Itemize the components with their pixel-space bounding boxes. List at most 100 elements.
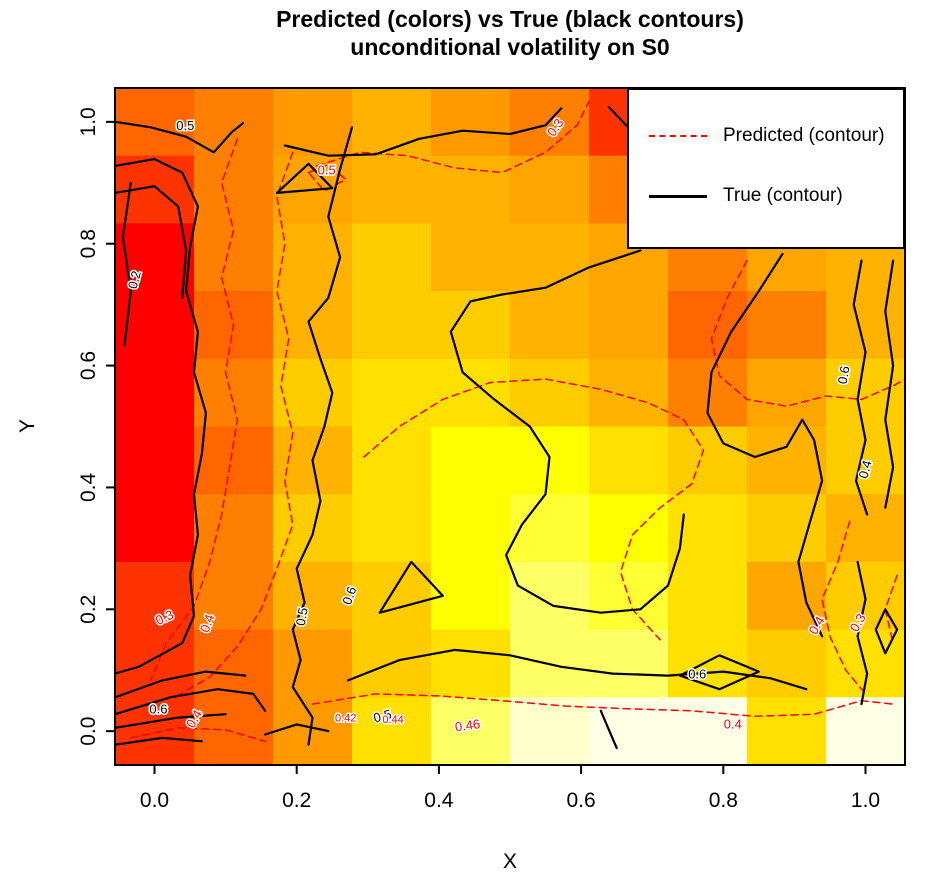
heatmap-cell [115, 629, 195, 698]
y-tick-label: 0.8 [77, 229, 100, 258]
heatmap-cell [747, 426, 827, 495]
heatmap-cell [431, 697, 511, 766]
contour-label: 0.5 [372, 706, 393, 725]
heatmap-cell [115, 494, 195, 563]
true-contour-line [113, 185, 188, 299]
contour-label: 0.5 [293, 606, 311, 626]
heatmap-cell [747, 697, 827, 766]
contour-label: 0.6 [835, 365, 853, 385]
true-contour-line [599, 709, 618, 750]
predicted-contour-line [130, 727, 266, 743]
heatmap-cell [431, 629, 511, 698]
contour-label: 0.4 [856, 459, 875, 480]
heatmap-cell [431, 494, 511, 563]
y-tick-label: 0.0 [77, 717, 100, 746]
heatmap-cell [510, 223, 590, 292]
contour-label: 0.46 [454, 716, 481, 734]
heatmap-cell [510, 291, 590, 360]
heatmap-cell [194, 358, 274, 428]
heatmap-cell [194, 155, 274, 224]
true-contour-line [113, 120, 245, 154]
heatmap-cell [115, 291, 195, 360]
contour-label: 0.5 [176, 118, 194, 133]
y-axis-title: Y [16, 419, 39, 434]
contour-label: 0.5 [318, 163, 336, 178]
heatmap-cell [589, 629, 669, 698]
chart-title-line-2: unconditional volatility on S0 [350, 34, 670, 60]
heatmap-cell [352, 697, 432, 766]
predicted-contour-line [311, 693, 894, 718]
true-contour-line [874, 608, 899, 655]
true-contour-line [706, 252, 824, 638]
predicted-contour-line [710, 259, 906, 407]
heatmap-cell [431, 155, 511, 224]
true-contour-line [283, 107, 563, 157]
heatmap-cell [589, 494, 669, 563]
heatmap-cell [668, 494, 748, 563]
heatmap-cell [589, 358, 669, 428]
heatmap-cell [352, 494, 432, 563]
heatmap-cell [668, 426, 748, 495]
heatmap-cell [510, 358, 590, 428]
true-contour-line [852, 259, 869, 516]
heatmap-cell [431, 426, 511, 495]
chart-title-line-1: Predicted (colors) vs True (black contou… [276, 6, 744, 32]
true-contour-line [378, 560, 444, 614]
heatmap-cell [273, 561, 353, 631]
x-tick-label: 0.8 [709, 789, 738, 812]
true-line-sample-icon [649, 194, 707, 198]
heatmap-cell [510, 561, 590, 631]
heatmap-cell [589, 291, 669, 360]
contour-label: 0.6 [149, 702, 167, 717]
heatmap-cell [115, 426, 195, 495]
heatmap-cell [194, 697, 274, 766]
heatmap-cell [431, 223, 511, 292]
heatmap-cell [668, 561, 748, 631]
y-tick-label: 1.0 [77, 107, 100, 136]
y-tick-label: 0.2 [77, 595, 100, 624]
heatmap-cell [115, 358, 195, 428]
predicted-line-sample-icon [649, 135, 707, 137]
heatmap-cell [273, 358, 353, 428]
heatmap-cell [668, 358, 748, 428]
heatmap-cell [115, 697, 195, 766]
true-contour-line [884, 259, 895, 509]
true-contour-line [121, 181, 132, 347]
heatmap-cell [352, 426, 432, 495]
true-contour-line [113, 713, 227, 729]
predicted-contour-line [315, 100, 590, 174]
heatmap-cell [352, 291, 432, 360]
heatmap-cell [115, 88, 195, 157]
predicted-contour-line [363, 378, 705, 641]
heatmap-cell [352, 358, 432, 428]
heatmap-cell [747, 629, 827, 698]
heatmap-cell [826, 494, 906, 563]
true-contour-line [113, 688, 267, 716]
heatmap-cell [431, 88, 511, 157]
predicted-contour-line [821, 520, 867, 695]
heatmap-cell [510, 494, 590, 563]
predicted-contour-line [307, 163, 347, 192]
heatmap-cell [194, 561, 274, 631]
x-tick-label: 0.6 [566, 789, 595, 812]
heatmap-cell [431, 561, 511, 631]
heatmap-cell [747, 291, 827, 360]
contour-label: 0.6 [688, 666, 706, 681]
x-tick-label: 0.4 [424, 789, 454, 812]
x-tick-label: 0.2 [282, 789, 311, 812]
contour-label: 0.44 [382, 714, 403, 726]
predicted-contour-line [173, 151, 294, 699]
legend-label-predicted: Predicted (contour) [723, 125, 885, 146]
heatmap-cell [589, 426, 669, 495]
heatmap-cell [352, 223, 432, 292]
y-tick-label: 0.6 [77, 351, 100, 380]
heatmap-cell [352, 561, 432, 631]
contour-label: 0.42 [335, 713, 356, 725]
heatmap-cell [352, 88, 432, 157]
true-contour-line [275, 162, 334, 194]
true-contour-line [346, 648, 808, 691]
heatmap-cell [194, 494, 274, 563]
true-contour-line [449, 249, 685, 614]
